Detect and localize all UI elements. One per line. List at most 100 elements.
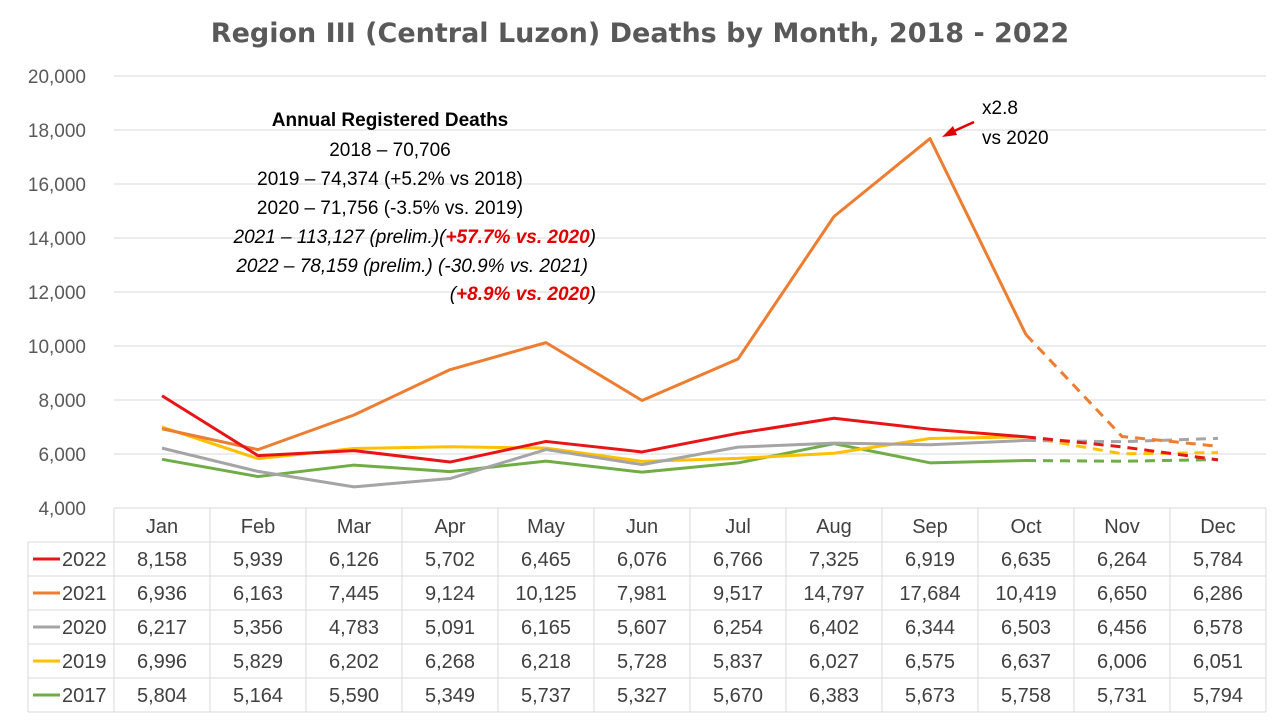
data-label: 6,202 (329, 651, 379, 673)
data-label: 6,402 (809, 617, 859, 639)
chart-title: Region III (Central Luzon) Deaths by Mon… (211, 18, 1069, 49)
data-label: 6,268 (425, 651, 475, 673)
y-tick-label: 18,000 (28, 121, 86, 142)
x-tick-label: Nov (1104, 516, 1140, 538)
x-tick-label: Aug (816, 516, 852, 538)
data-label: 5,702 (425, 549, 475, 571)
legend-label: 2021 (62, 583, 107, 605)
series-line-prelim-2020 (1025, 436, 1219, 444)
data-label: 6,076 (617, 549, 667, 571)
data-label: 5,327 (617, 685, 667, 707)
annotation-2022: 2022 – 78,159 (prelim.) (-30.9% vs. 2021… (235, 256, 588, 277)
annotation-2020: 2020 – 71,756 (-3.5% vs. 2019) (257, 198, 523, 219)
legend-label: 2019 (62, 651, 107, 673)
data-label: 6,637 (1001, 651, 1051, 673)
x-tick-label: May (527, 516, 565, 538)
data-label: 5,164 (233, 685, 283, 707)
x-tick-label: Jun (626, 516, 658, 538)
y-tick-label: 16,000 (28, 175, 86, 196)
data-label: 6,051 (1193, 651, 1243, 673)
y-tick-label: 10,000 (28, 337, 86, 358)
series-line-prelim-2021 (1024, 333, 1219, 448)
data-label: 14,797 (803, 583, 864, 605)
series-line-2020 (161, 438, 1027, 489)
data-label: 5,349 (425, 685, 475, 707)
series-line-2021 (161, 137, 1028, 452)
y-tick-label: 12,000 (28, 283, 86, 304)
data-table: Jan Feb Mar Apr May Jun Jul Aug Sep Oct Nov Dec 2022… (27, 507, 1267, 713)
x-tick-label: Sep (912, 516, 948, 538)
data-label: 6,456 (1097, 617, 1147, 639)
data-label: 6,383 (809, 685, 859, 707)
data-label: 5,758 (1001, 685, 1051, 707)
legend-label: 2017 (62, 685, 107, 707)
data-label: 5,728 (617, 651, 667, 673)
annotation-2018: 2018 – 70,706 (329, 140, 451, 161)
data-label: 4,783 (329, 617, 379, 639)
data-label: 6,344 (905, 617, 955, 639)
data-label: 10,419 (995, 583, 1056, 605)
data-label: 5,829 (233, 651, 283, 673)
y-tick-label: 14,000 (28, 229, 86, 250)
data-label: 6,650 (1097, 583, 1147, 605)
x-tick-label: Dec (1200, 516, 1236, 538)
data-label: 5,794 (1193, 685, 1243, 707)
data-label: 10,125 (515, 583, 576, 605)
series-line-prelim-2019 (1025, 435, 1219, 456)
annotation-heading: Annual Registered Deaths (272, 110, 509, 131)
data-label: 7,325 (809, 549, 859, 571)
data-label: 6,575 (905, 651, 955, 673)
peak-arrow-head (942, 126, 957, 137)
series-lines (161, 137, 1219, 489)
data-label: 6,163 (233, 583, 283, 605)
data-label: 6,264 (1097, 549, 1147, 571)
data-label: 5,784 (1193, 549, 1243, 571)
data-label: 5,590 (329, 685, 379, 707)
data-label: 6,165 (521, 617, 571, 639)
data-label: 5,737 (521, 685, 571, 707)
data-label: 6,027 (809, 651, 859, 673)
data-label: 5,837 (713, 651, 763, 673)
y-tick-label: 20,000 (28, 67, 86, 88)
y-tick-label: 8,000 (38, 391, 86, 412)
legend-label: 2022 (62, 549, 107, 571)
annotation-2019: 2019 – 74,374 (+5.2% vs 2018) (257, 169, 523, 190)
data-label: 5,091 (425, 617, 475, 639)
data-label: 5,356 (233, 617, 283, 639)
data-label: 6,218 (521, 651, 571, 673)
y-tick-label: 4,000 (38, 499, 86, 520)
data-label: 6,578 (1193, 617, 1243, 639)
x-tick-label: Apr (434, 516, 465, 538)
data-label: 8,158 (137, 549, 187, 571)
data-label: 6,936 (137, 583, 187, 605)
annotation-2021: 2021 – 113,127 (prelim.)(+57.7% vs. 2020… (233, 227, 596, 248)
annotation-2022-vs-2020: (+8.9% vs. 2020) (450, 284, 596, 305)
data-label: 6,465 (521, 549, 571, 571)
data-label: 9,517 (713, 583, 763, 605)
x-tick-label: Feb (241, 516, 275, 538)
data-label: 6,254 (713, 617, 763, 639)
series-line-prelim-2017 (1025, 458, 1219, 463)
series-line-prelim-2022 (1025, 435, 1219, 462)
series-line-2017 (161, 442, 1027, 479)
x-tick-label: Oct (1010, 516, 1042, 538)
data-label: 6,006 (1097, 651, 1147, 673)
legend-label: 2020 (62, 617, 107, 639)
data-label: 5,939 (233, 549, 283, 571)
data-label: 6,503 (1001, 617, 1051, 639)
data-label: 17,684 (899, 583, 960, 605)
data-label: 5,670 (713, 685, 763, 707)
data-label: 6,126 (329, 549, 379, 571)
peak-annotation-line1: x2.8 (982, 98, 1018, 119)
series-line-2022 (161, 394, 1027, 464)
y-tick-label: 6,000 (38, 445, 86, 466)
data-label: 6,766 (713, 549, 763, 571)
data-label: 6,217 (137, 617, 187, 639)
y-axis: 4,000 6,000 8,000 10,000 12,000 14,000 16,000 1… (28, 67, 86, 520)
peak-annotation-line2: vs 2020 (982, 128, 1049, 149)
peak-annotation: x2.8 vs 2020 (942, 98, 1049, 149)
x-tick-label: Jul (725, 516, 751, 538)
data-label: 5,731 (1097, 685, 1147, 707)
data-label: 9,124 (425, 583, 475, 605)
